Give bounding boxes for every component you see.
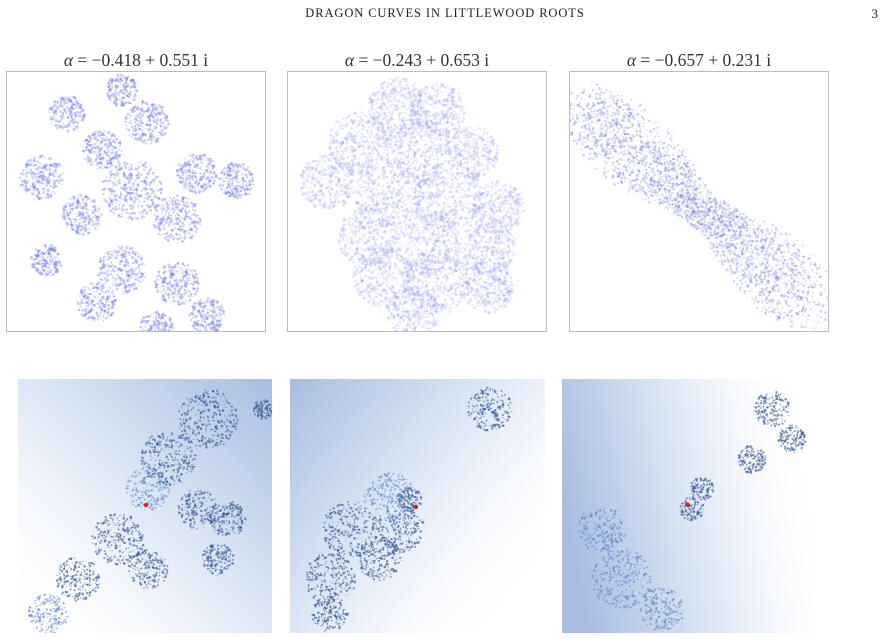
zoom-image-3 (562, 379, 817, 633)
alpha-symbol: α (344, 50, 355, 70)
panel-caption-3: α = −0.657 + 0.231 i (569, 50, 829, 71)
root-marker (413, 504, 419, 510)
dragon-fractal-3 (570, 83, 828, 330)
panel-caption-1: α = −0.418 + 0.551 i (6, 50, 266, 71)
alpha-value: = −0.657 + 0.231 i (636, 50, 772, 70)
running-head: DRAGON CURVES IN LITTLEWOOD ROOTS 3 (0, 6, 890, 26)
zoom-image-1 (18, 379, 272, 633)
zoom-fractal-1 (18, 379, 272, 633)
alpha-symbol: α (626, 50, 637, 70)
fractal-panel-1 (6, 71, 266, 332)
root-marker (143, 502, 149, 508)
zoom-fractal-3 (562, 379, 817, 633)
alpha-value: = −0.243 + 0.653 i (354, 50, 490, 70)
zoom-fractal-2 (290, 379, 545, 633)
dragon-fractal-2 (299, 76, 525, 331)
page-number: 3 (871, 6, 879, 21)
root-marker (685, 502, 691, 508)
panel-caption-2: α = −0.243 + 0.653 i (287, 50, 547, 71)
alpha-value: = −0.418 + 0.551 i (73, 50, 209, 70)
dragon-fractal-1 (19, 73, 255, 331)
fractal-panel-3 (569, 71, 829, 332)
zoom-image-2 (290, 379, 545, 633)
alpha-symbol: α (63, 50, 74, 70)
running-title: DRAGON CURVES IN LITTLEWOOD ROOTS (305, 6, 585, 20)
fractal-panel-2 (287, 71, 547, 332)
